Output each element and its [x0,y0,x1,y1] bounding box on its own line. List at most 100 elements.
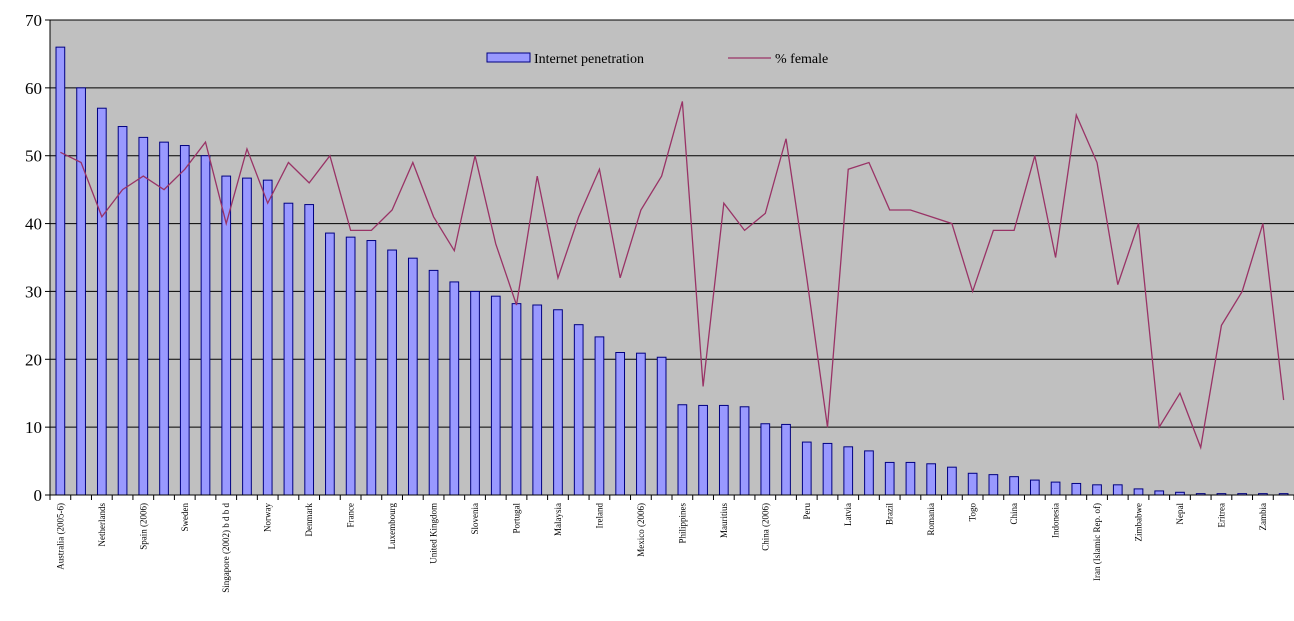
x-tick-label: Denmark [304,503,314,537]
bar [594,336,605,496]
bar [947,466,957,496]
x-tick-label: Philippines [677,503,687,544]
x-tick-label: Eritrea [1216,503,1226,527]
legend-swatch-bar [486,52,531,63]
x-tick-label: China [1009,503,1019,525]
bar [698,404,708,496]
x-tick-label: Zambia [1258,503,1268,531]
x-tick-label: Ireland [594,503,604,529]
x-tick-label: Mauritius [719,503,729,538]
y-tick-label: 50 [25,147,42,166]
x-tick-label: Spain (2006) [138,503,148,550]
x-axis: Australia (2005-6) Netherlands Spain (2006… [49,494,1294,593]
y-tick-label: 30 [25,282,42,301]
bar [200,155,211,496]
bar [138,136,149,496]
bar [407,257,418,496]
bar [117,126,128,496]
x-tick-label: France [346,503,356,528]
bar [967,472,978,496]
x-tick-label: Peru [802,503,812,520]
bar [553,309,563,496]
y-tick-label: 10 [25,418,42,437]
bar [988,474,999,496]
x-tick-label: Singapore (2002) b d b d [221,503,231,593]
bar [615,352,626,496]
gridlines [50,19,1294,428]
x-tick-label: Australia (2005-6) [55,503,65,570]
bar [864,450,874,496]
x-tick-label: Mexico (2006) [636,503,646,557]
x-tick-label: Malaysia [553,503,563,536]
bar [511,303,522,496]
legend-label-bar: Internet penetration [534,52,644,67]
x-tick-label: Portugal [512,503,522,534]
x-tick-label: Indonesia [1051,503,1061,538]
bar [366,240,377,496]
bar [1050,481,1061,496]
bar [387,249,397,496]
bar [843,446,854,496]
bar [242,177,252,496]
bar [801,441,812,496]
bar [428,269,439,496]
bar [1071,482,1082,496]
x-tick-label: Togo [968,503,978,522]
bar [1133,488,1144,496]
x-tick-label: Netherlands [97,503,107,547]
bar [760,423,771,496]
legend-label-line: % female [775,52,828,67]
bar [636,352,646,496]
bar [76,87,86,496]
bar-series [55,46,1289,496]
y-tick-label: 20 [25,350,42,369]
bar [532,304,543,496]
y-tick-label: 70 [25,11,42,30]
bar [1154,490,1165,496]
y-axis: 0 10 20 30 40 50 60 70 [25,11,51,505]
bar [781,423,791,496]
bar [905,461,916,496]
legend: Internet penetration % female [486,52,828,67]
x-tick-label: Romania [926,503,936,536]
x-tick-label: Norway [263,503,273,532]
bar [1092,484,1102,496]
bar [1029,479,1040,496]
bar [718,404,729,496]
bar [656,356,667,496]
bar [490,295,501,496]
bar [677,404,688,496]
x-tick-label: China (2006) [760,503,770,551]
x-tick-label: Luxembourg [387,503,397,550]
y-tick-label: 40 [25,215,42,234]
bar [179,145,190,496]
line-series [60,101,1285,450]
bar [449,281,460,496]
bar [345,236,356,496]
y-tick-label: 60 [25,79,42,98]
bar [739,406,750,496]
x-tick-label: Slovenia [470,503,480,535]
bar [1112,484,1123,496]
bar [55,46,66,496]
bar [884,461,895,496]
x-tick-label: Brazil [885,503,895,525]
x-tick-label: Nepal [1175,503,1185,525]
bar [304,204,315,496]
x-tick-label: Latvia [843,503,853,526]
bar [262,179,273,496]
x-tick-label: Sweden [180,503,190,532]
x-tick-label: Zimbabwe [1134,503,1144,542]
x-tick-label: United Kingdom [429,503,439,564]
bar [96,107,107,496]
x-tick-label: Iran (Islamic Rep. of) [1092,503,1102,581]
female-line [60,101,1285,450]
bar [822,442,833,496]
bar [283,202,294,496]
bar [325,232,335,496]
bar [926,463,937,496]
bar [159,141,169,496]
bar [470,290,480,496]
plot-area [50,20,1294,495]
